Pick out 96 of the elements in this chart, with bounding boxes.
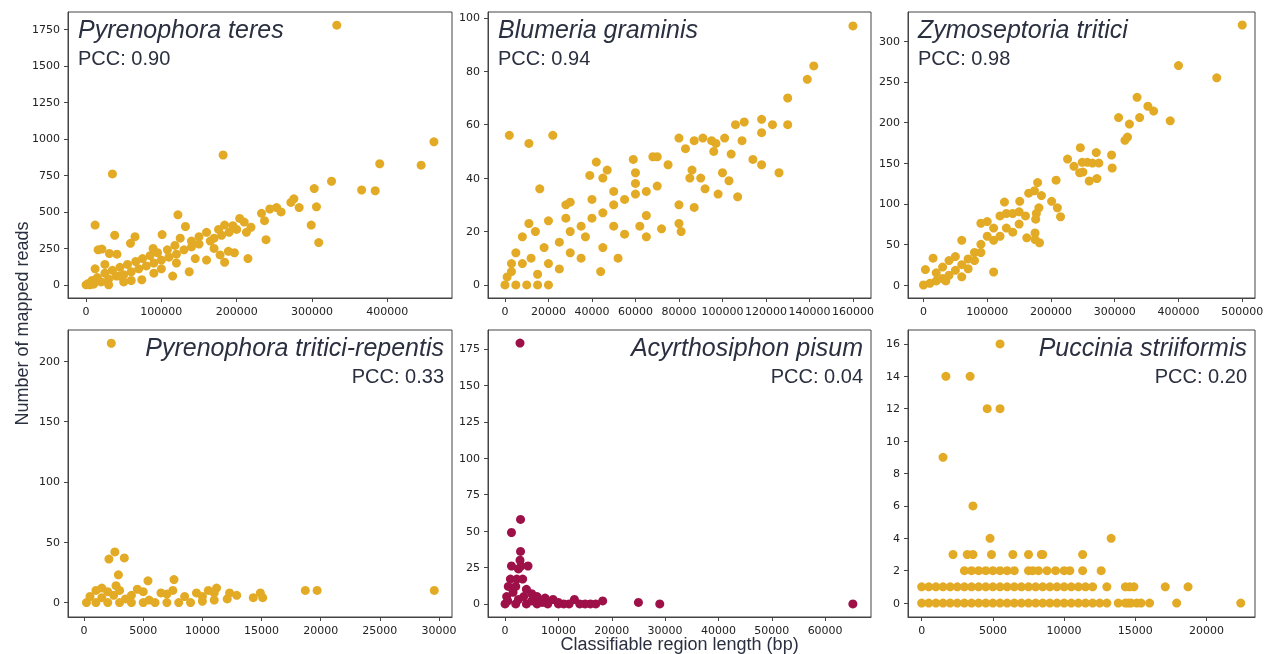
y-tick-label: 1750 <box>32 23 60 37</box>
y-tick-label: 10 <box>886 434 900 448</box>
y-tick-label: 4 <box>893 531 900 545</box>
x-tick-label: 100000 <box>140 305 183 318</box>
chart-title: Pyrenophora teres <box>78 14 284 43</box>
y-tick-label: 75 <box>466 488 480 502</box>
annotation: PCC: 0.04 <box>770 365 863 387</box>
x-tick-label: 500000 <box>1221 305 1264 318</box>
y-tick-label: 50 <box>46 535 60 549</box>
x-tick-label: 120000 <box>744 305 787 318</box>
x-tick-label: 300000 <box>290 305 333 318</box>
x-tick-label: 15000 <box>1117 624 1153 637</box>
x-tick-label: 200000 <box>215 305 258 318</box>
chart-title: Acyrthosiphon pisum <box>628 332 864 361</box>
y-tick-label: 1500 <box>32 59 60 73</box>
y-tick-label: 250 <box>879 75 900 89</box>
y-tick-label: 80 <box>466 64 480 78</box>
x-tick-label: 10000 <box>1046 624 1082 637</box>
y-tick-label: 25 <box>466 560 480 574</box>
y-tick-label: 0 <box>53 278 60 292</box>
x-tick-label: 25000 <box>362 624 398 637</box>
x-tick-label: 0 <box>919 305 927 318</box>
y-tick-label: 200 <box>879 116 900 129</box>
annotation: PCC: 0.33 <box>351 365 444 387</box>
x-tick-label: 20000 <box>594 624 630 637</box>
x-tick-label: 0 <box>918 624 926 637</box>
y-tick-label: 0 <box>53 596 60 610</box>
x-tick-label: 400000 <box>1157 305 1200 318</box>
annotation: PCC: 0.94 <box>498 47 591 69</box>
y-tick-label: 175 <box>459 342 480 356</box>
y-tick-label: 50 <box>886 237 900 251</box>
y-tick-label: 250 <box>39 241 60 255</box>
y-tick-label: 100 <box>39 475 60 489</box>
annotation: PCC: 0.20 <box>1154 365 1247 387</box>
y-tick-label: 60 <box>466 118 480 132</box>
annotation: PCC: 0.98 <box>918 47 1011 69</box>
x-tick-label: 60000 <box>807 624 843 637</box>
y-tick-label: 2 <box>893 564 900 578</box>
y-tick-label: 125 <box>459 415 480 429</box>
y-axis-title: Number of mapped reads <box>11 220 33 426</box>
x-tick-label: 300000 <box>1093 305 1136 318</box>
x-tick-label: 160000 <box>831 305 874 318</box>
x-tick-label: 10000 <box>184 624 220 637</box>
annotation: PCC: 0.90 <box>78 47 171 69</box>
y-tick-label: 100 <box>459 451 480 465</box>
x-tick-label: 100000 <box>701 305 744 318</box>
x-tick-label: 40000 <box>574 305 610 318</box>
x-tick-label: 100000 <box>966 305 1009 318</box>
y-tick-label: 500 <box>39 205 60 219</box>
y-tick-label: 20 <box>466 225 480 239</box>
x-tick-label: 50000 <box>754 624 790 637</box>
y-tick-label: 14 <box>886 369 900 383</box>
x-tick-label: 0 <box>80 624 88 637</box>
x-tick-label: 400000 <box>366 305 409 318</box>
chart-title: Puccinia striiformis <box>1038 332 1247 361</box>
y-tick-label: 6 <box>893 499 900 513</box>
x-tick-label: 0 <box>82 305 90 318</box>
x-tick-label: 0 <box>501 624 509 637</box>
y-tick-label: 100 <box>459 11 480 25</box>
y-tick-label: 150 <box>39 415 60 429</box>
chart-title: Pyrenophora tritici-repentis <box>145 332 445 361</box>
x-tick-label: 30000 <box>647 624 683 637</box>
x-tick-label: 20000 <box>303 624 339 637</box>
x-tick-label: 30000 <box>421 624 457 637</box>
y-tick-label: 300 <box>879 34 900 48</box>
x-tick-label: 5000 <box>129 624 158 637</box>
y-tick-label: 0 <box>893 278 900 292</box>
y-tick-label: 40 <box>466 171 480 185</box>
x-tick-label: 0 <box>501 305 509 318</box>
y-tick-label: 16 <box>886 337 900 351</box>
x-tick-label: 200000 <box>1029 305 1072 318</box>
x-tick-label: 20000 <box>530 305 566 318</box>
y-tick-label: 150 <box>459 378 480 392</box>
y-tick-label: 1250 <box>32 95 60 109</box>
x-tick-label: 15000 <box>244 624 280 637</box>
chart-title: Zymoseptoria tritici <box>917 14 1130 43</box>
x-tick-label: 140000 <box>788 305 831 318</box>
y-tick-label: 50 <box>466 524 480 538</box>
y-tick-label: 0 <box>473 597 480 611</box>
x-tick-label: 40000 <box>700 624 736 637</box>
y-tick-label: 12 <box>886 402 900 416</box>
y-tick-label: 750 <box>39 168 60 182</box>
y-tick-label: 200 <box>39 354 60 368</box>
x-tick-label: 10000 <box>540 624 576 637</box>
x-tick-label: 60000 <box>617 305 653 318</box>
x-axis-title: Classifiable region length (bp) <box>560 634 799 654</box>
y-tick-label: 1000 <box>32 132 60 146</box>
x-tick-label: 20000 <box>1189 624 1225 637</box>
y-tick-label: 0 <box>893 596 900 610</box>
x-tick-label: 80000 <box>661 305 697 318</box>
y-tick-label: 0 <box>473 278 480 292</box>
y-tick-label: 8 <box>893 467 900 480</box>
y-tick-label: 150 <box>879 156 900 170</box>
chart-title: Blumeria graminis <box>498 14 699 43</box>
y-tick-label: 100 <box>879 197 900 211</box>
x-tick-label: 5000 <box>978 624 1007 637</box>
